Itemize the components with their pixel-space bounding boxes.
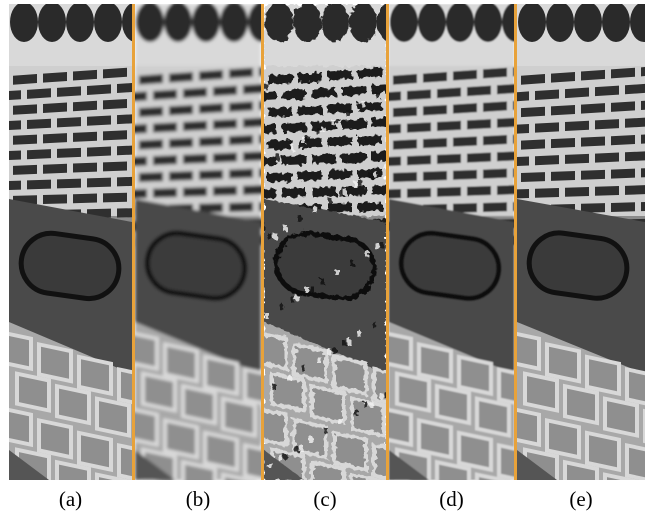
panel-image-d: [389, 4, 514, 480]
panel-separator: [386, 4, 389, 480]
panel-image-e: [517, 4, 645, 480]
panel-caption-e: (e): [521, 484, 641, 514]
panel-caption-c: (c): [265, 484, 385, 514]
panel-caption-b: (b): [138, 484, 258, 514]
panel-separator: [132, 4, 135, 480]
panel-caption-a: (a): [11, 484, 131, 514]
panel-image-b: [135, 4, 261, 480]
panel-image-a: [9, 4, 132, 480]
panel-caption-d: (d): [392, 484, 512, 514]
panel-separator: [261, 4, 264, 480]
panel-image-c: [264, 4, 386, 480]
panel-separator: [514, 4, 517, 480]
